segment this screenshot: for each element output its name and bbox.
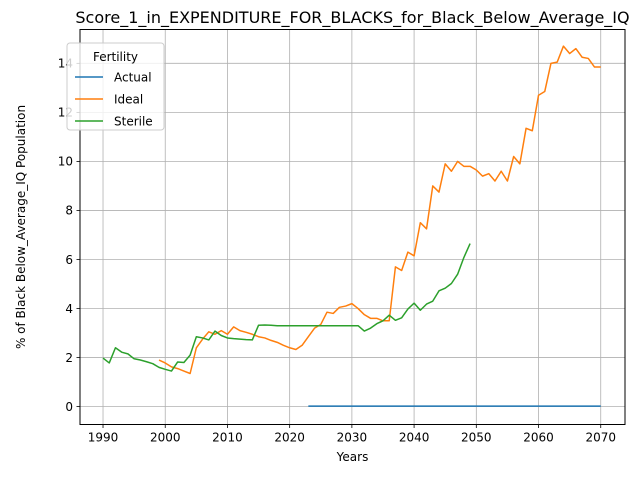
x-tick-label: 2040 <box>399 431 430 445</box>
legend-label-ideal: Ideal <box>114 93 143 107</box>
y-tick-label: 0 <box>65 400 73 414</box>
x-tick-label: 2030 <box>337 431 368 445</box>
legend-entries: Actual Ideal Sterile <box>75 71 153 129</box>
legend-label-sterile: Sterile <box>114 115 153 129</box>
x-tick-label: 2010 <box>212 431 243 445</box>
chart-title: Score_1_in_EXPENDITURE_FOR_BLACKS_for_Bl… <box>75 8 629 28</box>
x-tick-label: 2070 <box>585 431 616 445</box>
plot-area-frame <box>79 29 626 425</box>
series-lines <box>102 45 601 407</box>
x-tick-label: 1990 <box>88 431 119 445</box>
grid-lines <box>80 29 625 425</box>
x-tick-label: 2020 <box>274 431 305 445</box>
y-tick-label: 10 <box>58 155 73 169</box>
x-tick-label: 2050 <box>461 431 492 445</box>
series-line-sterile <box>102 243 471 372</box>
legend-box <box>66 42 165 131</box>
x-tick-label: 2000 <box>150 431 181 445</box>
y-axis-label: % of Black Below_Average_IQ Population <box>14 105 28 349</box>
x-axis-ticks: 1990 2000 2010 2020 2030 2040 2050 2060 2070 <box>88 424 616 445</box>
y-tick-label: 4 <box>65 302 73 316</box>
y-tick-label: 6 <box>65 253 73 267</box>
x-axis-label: Years <box>336 450 369 464</box>
legend: Fertility Actual Ideal Sterile <box>66 42 165 131</box>
series-line-ideal <box>158 45 601 375</box>
x-tick-label: 2060 <box>523 431 554 445</box>
y-tick-label: 2 <box>65 351 73 365</box>
legend-title: Fertility <box>93 50 138 64</box>
legend-label-actual: Actual <box>114 71 152 85</box>
y-tick-label: 8 <box>65 204 73 218</box>
